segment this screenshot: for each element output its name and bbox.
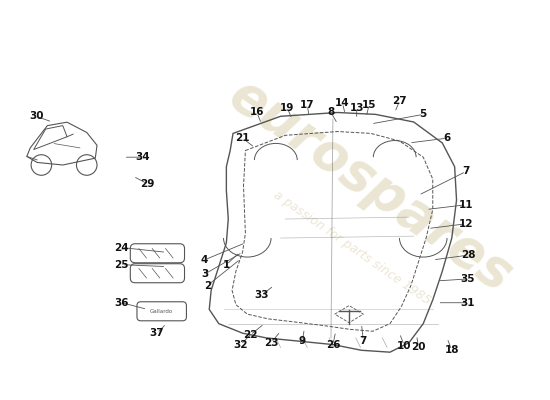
Text: 14: 14 bbox=[335, 98, 350, 108]
Text: 2: 2 bbox=[204, 281, 211, 291]
Text: 28: 28 bbox=[461, 250, 475, 260]
Text: 20: 20 bbox=[411, 342, 426, 352]
Text: 18: 18 bbox=[444, 345, 459, 355]
Text: 35: 35 bbox=[461, 274, 475, 284]
Text: 10: 10 bbox=[397, 340, 411, 350]
Text: 9: 9 bbox=[299, 336, 306, 346]
Text: 7: 7 bbox=[360, 336, 367, 346]
Text: 11: 11 bbox=[459, 200, 474, 210]
Text: 15: 15 bbox=[362, 100, 376, 110]
Text: 34: 34 bbox=[135, 152, 150, 162]
Text: 37: 37 bbox=[150, 328, 164, 338]
Text: 8: 8 bbox=[327, 108, 334, 118]
Text: 32: 32 bbox=[233, 340, 248, 350]
Text: 27: 27 bbox=[392, 96, 407, 106]
Text: 31: 31 bbox=[461, 298, 475, 308]
Text: Gallardo: Gallardo bbox=[150, 309, 173, 314]
Text: 23: 23 bbox=[264, 338, 278, 348]
Text: 24: 24 bbox=[114, 242, 129, 252]
Text: 17: 17 bbox=[300, 100, 315, 110]
Text: 30: 30 bbox=[29, 111, 43, 121]
Text: 6: 6 bbox=[443, 133, 450, 143]
Text: 21: 21 bbox=[235, 133, 250, 143]
Text: a passion for parts since 1985: a passion for parts since 1985 bbox=[271, 188, 433, 307]
Text: 26: 26 bbox=[326, 340, 340, 350]
Text: 25: 25 bbox=[114, 260, 129, 270]
Text: 7: 7 bbox=[463, 166, 470, 176]
Text: 22: 22 bbox=[243, 330, 257, 340]
Text: 13: 13 bbox=[349, 103, 364, 113]
Text: 29: 29 bbox=[140, 179, 155, 189]
Text: 5: 5 bbox=[420, 109, 427, 119]
Text: 36: 36 bbox=[114, 298, 129, 308]
Text: 3: 3 bbox=[201, 269, 208, 279]
Text: 33: 33 bbox=[254, 290, 269, 300]
Text: 19: 19 bbox=[280, 103, 294, 113]
Text: eurospares: eurospares bbox=[219, 69, 522, 303]
Text: 4: 4 bbox=[201, 255, 208, 265]
Text: 1: 1 bbox=[223, 260, 230, 270]
Text: 12: 12 bbox=[459, 219, 474, 229]
Text: 16: 16 bbox=[250, 108, 264, 118]
